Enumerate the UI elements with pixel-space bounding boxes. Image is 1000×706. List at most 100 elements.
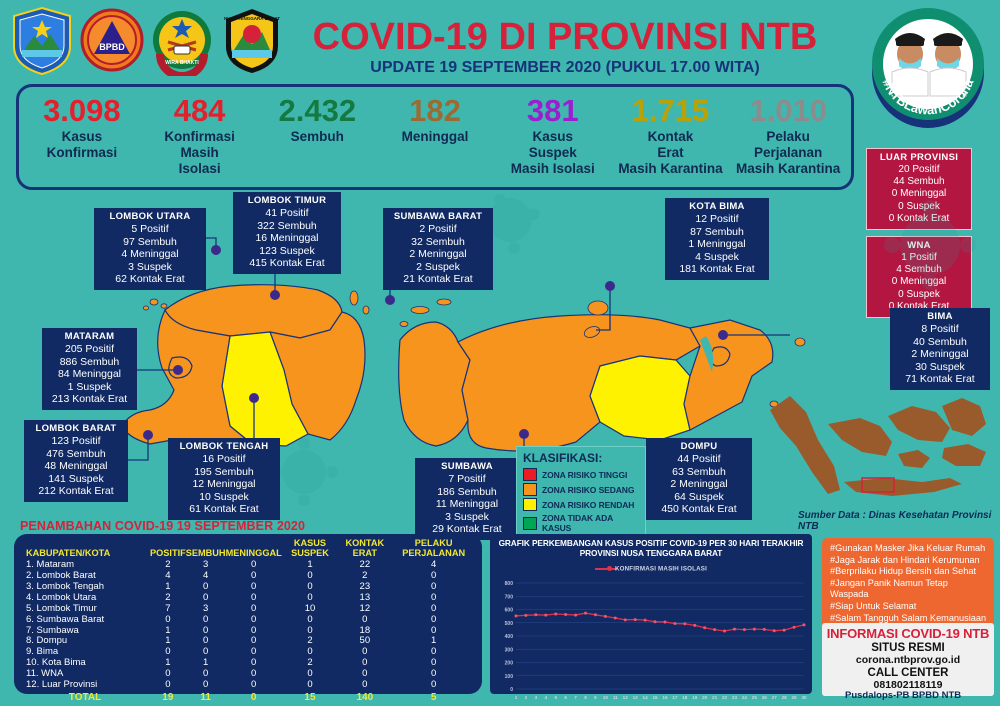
svg-text:1: 1 (515, 695, 518, 700)
stat-kasus-suspek: 381 Kasus Suspek Masih Isolasi (494, 94, 612, 178)
map-legend: KLASIFIKASI: ZONA RISIKO TINGGI ZONA RIS… (516, 446, 646, 541)
svg-text:700: 700 (505, 595, 514, 601)
callout-line: 30 Suspek (915, 360, 965, 373)
callout-lombok-tengah[interactable]: LOMBOK TENGAH 16 Positif 195 Sembuh 12 M… (168, 438, 280, 520)
tip-item: #Berprilaku Hidup Bersih dan Sehat (830, 566, 977, 577)
cell-meninggal: 0 (250, 613, 257, 625)
callout-bima[interactable]: BIMA 8 Positif 40 Sembuh 2 Meninggal 30 … (890, 308, 990, 390)
table-row[interactable]: 3. Lombok Tengah 1 0 0 0 23 0 (20, 581, 476, 593)
cell-pelaku: 0 (431, 570, 437, 582)
cell-sembuh: 0 (203, 646, 209, 658)
cell-pelaku: 0 (431, 646, 437, 658)
table-row[interactable]: 4. Lombok Utara 2 0 0 0 13 0 (20, 591, 476, 604)
cell-positif: 1 (165, 624, 171, 636)
callout-sumbawa-barat[interactable]: SUMBAWA BARAT 2 Positif 32 Sembuh 2 Meni… (383, 208, 493, 290)
east-lombok-islets (349, 290, 370, 315)
callout-mataram[interactable]: MATARAM 205 Positif 886 Sembuh 84 Mening… (42, 328, 137, 410)
table-row[interactable]: 10. Kota Bima 1 1 0 2 0 0 (20, 657, 476, 669)
svg-text:8: 8 (584, 695, 587, 700)
cell-meninggal: 0 (250, 635, 257, 647)
indonesia-inset-map (770, 396, 986, 496)
table-row[interactable]: 7. Sumbawa 1 0 0 0 18 0 (20, 624, 476, 637)
callout-title: LOMBOK UTARA (109, 211, 191, 222)
table-row[interactable]: 6. Sumbawa Barat 0 0 0 0 0 0 (20, 613, 476, 626)
callout-dompu[interactable]: DOMPU 44 Positif 63 Sembuh 2 Meninggal 6… (646, 438, 752, 520)
cell-positif: 2 (165, 591, 171, 603)
legend-label: ZONA RISIKO TINGGI (542, 469, 628, 480)
stat-sembuh: 2.432 Sembuh (258, 94, 376, 145)
table-row[interactable]: 12. Luar Provinsi 0 0 0 0 0 0 (20, 678, 476, 691)
callout-line: 61 Kontak Erat (189, 503, 259, 516)
callout-lombok-utara[interactable]: LOMBOK UTARA 5 Positif 97 Sembuh 4 Menin… (94, 208, 206, 290)
callout-line: 5 Positif (131, 223, 169, 235)
row-name: 1. Mataram (26, 559, 75, 571)
stat-label: Kasus Konfirmasi (46, 128, 118, 161)
region-dompu[interactable] (589, 355, 691, 441)
cell-pelaku: 0 (431, 581, 437, 593)
table-row[interactable]: 8. Dompu 1 0 0 2 50 1 (20, 636, 476, 647)
svg-text:500: 500 (505, 621, 514, 627)
svg-text:11: 11 (613, 695, 618, 700)
side-box-line: 0 Suspek (898, 200, 940, 212)
svg-text:26: 26 (762, 695, 768, 700)
chart-legend-marker-icon (606, 566, 612, 572)
callout-lombok-timur[interactable]: LOMBOK TIMUR 41 Positif 322 Sembuh 16 Me… (233, 192, 341, 274)
stat-kontak-erat: 1.715 Kontak Erat Masih Karantina (612, 94, 730, 178)
callout-line: 205 Positif (64, 343, 115, 355)
cell-positif: 4 (165, 570, 171, 582)
table-title: PENAMBAHAN COVID-19 19 SEPTEMBER 2020 (20, 519, 306, 533)
legend-label: ZONA TIDAK ADA KASUS (542, 513, 613, 533)
table-row[interactable]: 1. Mataram 2 3 0 1 22 4 (20, 559, 476, 571)
row-name: 5. Lombok Timur (26, 602, 97, 614)
tip-item: #Siap Untuk Selamat (830, 600, 917, 611)
callout-lombok-barat[interactable]: LOMBOK BARAT 123 Positif 476 Sembuh 48 M… (24, 420, 128, 502)
legend-label: ZONA RISIKO SEDANG (542, 484, 635, 495)
info-title: INFORMASI COVID-19 NTB (826, 626, 990, 641)
callout-line: 16 Meninggal (255, 232, 319, 245)
cell-suspek: 2 (307, 657, 313, 669)
page-title: COVID-19 DI PROVINSI NTB (312, 16, 818, 58)
row-name: 2. Lombok Barat (26, 570, 96, 582)
legend-swatch-icon (523, 468, 537, 481)
region-lombok-timur[interactable] (269, 311, 366, 441)
region-bima[interactable] (683, 319, 774, 431)
cell-suspek: 2 (307, 635, 313, 647)
chart-legend: KONFIRMASI MASIH ISOLASI (494, 560, 808, 578)
tip-item: #Jangan Panik Namun Tetap Waspada (830, 577, 948, 600)
cell-kontak: 0 (362, 613, 368, 625)
row-name: 12. Luar Provinsi (26, 678, 98, 690)
callout-line: 87 Sembuh (690, 225, 744, 238)
cell-sembuh: 0 (203, 668, 209, 680)
svg-text:7: 7 (574, 695, 577, 700)
table-row[interactable]: 11. WNA 0 0 0 0 0 0 (20, 668, 476, 680)
svg-text:800: 800 (505, 581, 514, 587)
svg-text:20: 20 (702, 695, 708, 700)
region-sumbawa-barat[interactable] (398, 321, 471, 447)
table-row[interactable]: 9. Bima 0 0 0 0 0 0 (20, 646, 476, 658)
callout-line: 186 Sembuh (437, 485, 497, 498)
call-center-number[interactable]: 081802118119 (873, 679, 943, 692)
stat-meninggal: 182 Meninggal (376, 94, 494, 145)
callout-kota-bima[interactable]: KOTA BIMA 12 Positif 87 Sembuh 1 Meningg… (665, 198, 769, 280)
cell-meninggal: 0 (250, 581, 257, 593)
side-box-line: 4 Sembuh (896, 264, 942, 276)
cell-suspek: 10 (304, 602, 316, 614)
polda-ntb-emblem-icon: NUSA TENGGARA BARAT (220, 6, 284, 76)
cell-sembuh: 1 (203, 657, 209, 669)
total-label: TOTAL (68, 691, 102, 703)
stat-label: Pelaku Perjalanan Masih Karantina (736, 128, 841, 177)
svg-text:400: 400 (505, 634, 514, 640)
callout-line: 10 Suspek (199, 490, 249, 503)
callout-line: 181 Kontak Erat (679, 263, 755, 276)
callout-sumbawa[interactable]: SUMBAWA 7 Positif 186 Sembuh 11 Meningga… (415, 458, 519, 540)
side-box-line: 0 Kontak Erat (888, 300, 950, 312)
svg-text:17: 17 (672, 695, 678, 700)
cell-positif: 1 (165, 635, 171, 647)
legend-swatch-icon (523, 483, 537, 496)
site-url[interactable]: corona.ntbprov.go.id (855, 654, 961, 666)
table-total-row: TOTAL 19 11 0 15 140 5 (20, 691, 476, 703)
table-row[interactable]: 2. Lombok Barat 4 4 0 0 2 0 (20, 570, 476, 582)
callout-line: 450 Kontak Erat (661, 503, 737, 516)
table-row[interactable]: 5. Lombok Timur 7 3 0 10 12 0 (20, 602, 476, 615)
